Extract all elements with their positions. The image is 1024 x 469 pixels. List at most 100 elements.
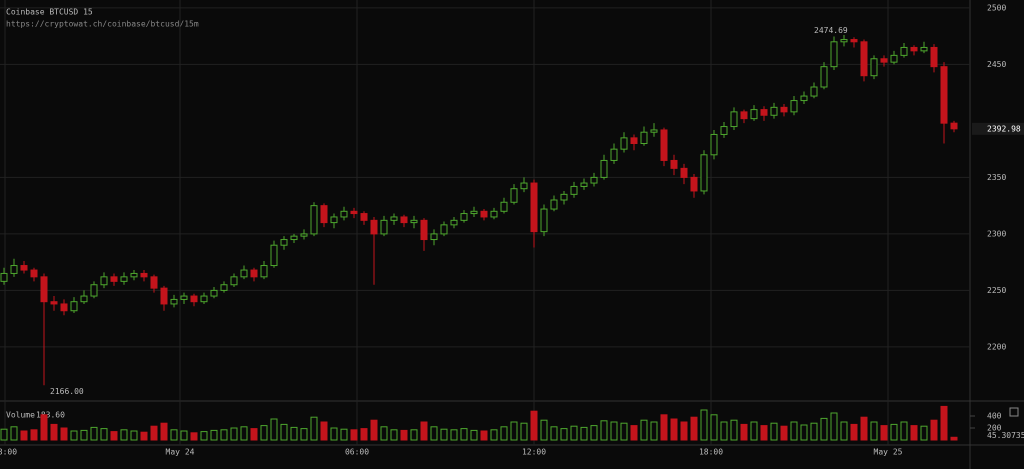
candle-body — [630, 137, 638, 145]
candle-body — [540, 208, 548, 233]
close-button[interactable] — [1009, 407, 1019, 417]
price-marker — [972, 122, 1024, 135]
volume-bar — [170, 429, 178, 441]
volume-bar — [380, 426, 388, 441]
candle-body — [590, 176, 598, 184]
candle-body — [80, 295, 88, 303]
volume-bar — [710, 414, 718, 441]
volume-bar — [180, 430, 188, 441]
candle-body — [900, 46, 908, 56]
candle-body — [190, 295, 198, 303]
candle-body — [520, 182, 528, 190]
candle-body — [270, 244, 278, 267]
volume-bar — [660, 414, 668, 441]
candle-body — [380, 219, 388, 235]
candle-body — [580, 182, 588, 187]
candle-body — [790, 100, 798, 113]
candle-body — [140, 272, 148, 278]
y-tick-label: 2250 — [987, 286, 1006, 295]
volume-bar — [670, 418, 678, 441]
volume-bar — [40, 414, 48, 441]
volume-bar — [90, 426, 98, 441]
x-tick-label: 18:00 — [0, 448, 17, 457]
volume-bar — [230, 427, 238, 441]
volume-bar — [320, 421, 328, 441]
volume-bar — [690, 416, 698, 441]
candle-body — [840, 39, 848, 43]
volume-bar — [570, 425, 578, 441]
candle-body — [480, 210, 488, 218]
volume-bar — [650, 421, 658, 441]
volume-bar — [460, 428, 468, 441]
volume-bar — [290, 426, 298, 441]
volume-bar — [400, 429, 408, 441]
y-tick-label: 2200 — [987, 342, 1006, 351]
candle-body — [650, 129, 658, 133]
candle-body — [110, 276, 118, 282]
volume-bar — [550, 426, 558, 441]
candle-body — [680, 167, 688, 178]
candle-body — [0, 272, 8, 282]
candle-body — [490, 210, 498, 218]
volume-bar — [120, 429, 128, 441]
volume-bar — [470, 429, 478, 441]
candle-body — [730, 111, 738, 128]
volume-bar — [620, 422, 628, 441]
volume-bar — [510, 421, 518, 441]
volume-bar — [430, 426, 438, 441]
x-tick-label: May 24 — [166, 448, 195, 457]
y-tick-label: 2450 — [987, 60, 1006, 69]
candle-body — [50, 301, 58, 305]
price-label: 2392.98 — [987, 124, 1021, 133]
volume-bar — [440, 428, 448, 441]
v-tick-label: 200 — [987, 424, 1002, 433]
candle-body — [920, 46, 928, 52]
candle-body — [500, 201, 508, 212]
volume-bar — [520, 422, 528, 441]
candle-body — [260, 265, 268, 278]
volume-bar — [110, 431, 118, 441]
candle-body — [340, 210, 348, 218]
volume-bar — [140, 431, 148, 441]
volume-bar — [770, 422, 778, 441]
volume-marker-label: 45.307357 — [987, 431, 1024, 440]
volume-bar — [900, 421, 908, 441]
candle-body — [720, 126, 728, 135]
volume-bar — [340, 428, 348, 441]
candle-body — [570, 185, 578, 195]
volume-bar — [740, 423, 748, 441]
volume-bar — [870, 421, 878, 441]
candle-body — [620, 137, 628, 150]
candle-body — [760, 109, 768, 116]
x-tick-label: 12:00 — [522, 448, 546, 457]
volume-bar — [160, 422, 168, 441]
candle-body — [770, 106, 778, 116]
candle-body — [440, 224, 448, 235]
volume-bar — [700, 409, 708, 441]
y-tick-label: 2350 — [987, 173, 1006, 182]
candle-body — [290, 235, 298, 241]
volume-bar — [640, 419, 648, 441]
volume-bar — [790, 421, 798, 441]
candle-body — [830, 41, 838, 68]
candle-body — [880, 58, 888, 63]
candle-body — [130, 272, 138, 278]
y-tick-label: 2500 — [987, 3, 1006, 12]
volume-bar — [580, 426, 588, 441]
volume-bar — [600, 420, 608, 441]
volume-bar — [530, 410, 538, 441]
candle-body — [10, 265, 18, 274]
candle-body — [530, 182, 538, 233]
candle-body — [400, 216, 408, 224]
volume-bar — [820, 417, 828, 441]
volume-bar — [760, 425, 768, 441]
candle-body — [410, 219, 418, 224]
volume-bar — [300, 428, 308, 441]
candle-body — [30, 269, 38, 278]
volume-bar — [420, 421, 428, 441]
candle-body — [780, 106, 788, 113]
volume-bar — [880, 425, 888, 441]
candle-body — [560, 193, 568, 201]
volume-bar — [310, 416, 318, 441]
candle-body — [940, 66, 948, 124]
